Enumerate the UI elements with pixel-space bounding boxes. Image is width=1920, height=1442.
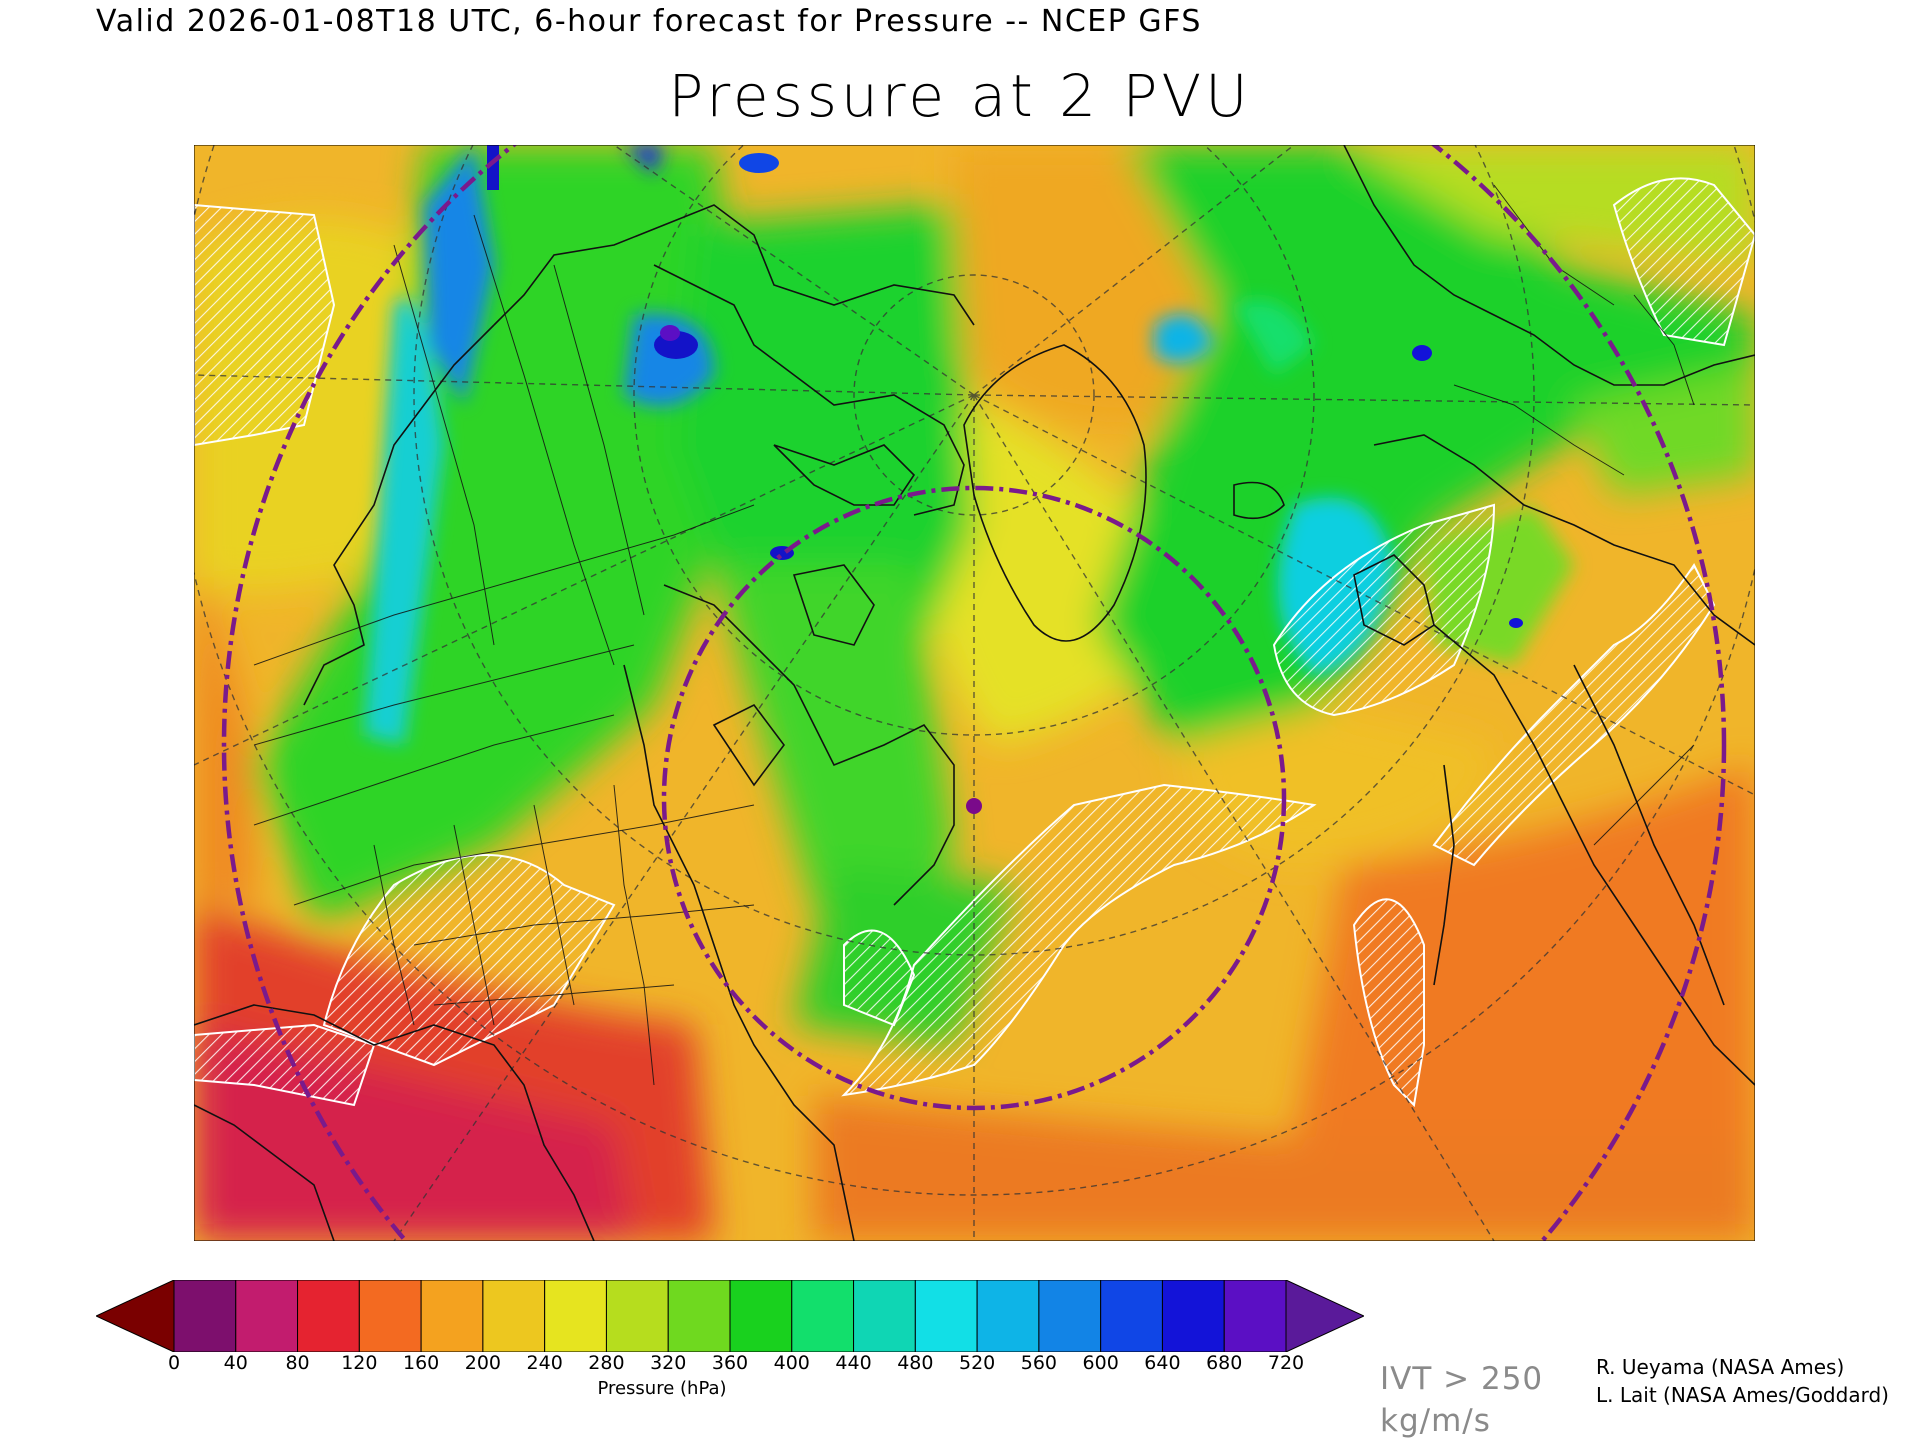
colorbar-tick-label: 440	[835, 1352, 872, 1374]
colorbar-tick-label: 360	[711, 1352, 749, 1374]
colorbar-tick-label: 720	[1267, 1352, 1305, 1374]
colorbar-bin	[297, 1280, 360, 1352]
credits: R. Ueyama (NASA Ames) L. Lait (NASA Ames…	[1596, 1353, 1889, 1409]
colorbar-tick-label: 280	[588, 1352, 625, 1374]
coastlines	[194, 145, 1755, 1241]
colorbar-tick-label: 160	[402, 1352, 440, 1374]
credit-lait: L. Lait (NASA Ames/Goddard)	[1596, 1383, 1889, 1407]
ivt-threshold: IVT > 250	[1380, 1361, 1544, 1397]
colorbar-tick-label: 120	[341, 1352, 378, 1374]
map-panel	[194, 145, 1755, 1241]
colorbar-tick-label: 0	[167, 1352, 181, 1374]
colorbar-tick-label: 560	[1020, 1352, 1058, 1374]
colorbar	[96, 1280, 1364, 1352]
map-marker	[966, 798, 982, 814]
colorbar-tick-label: 480	[897, 1352, 934, 1374]
colorbar-bin	[482, 1280, 546, 1352]
colorbar-tick-label: 400	[773, 1352, 810, 1374]
colorbar-bin	[173, 1280, 237, 1352]
political-boundaries	[253, 184, 1695, 1086]
colorbar-bin	[667, 1280, 731, 1352]
field-green-jet-east	[1094, 145, 1755, 745]
colorbar-bin	[544, 1280, 607, 1352]
colorbar-below-arrow	[96, 1280, 175, 1352]
purple-reference-circles	[221, 145, 1727, 1241]
colorbar-tick-label: 680	[1206, 1352, 1243, 1374]
colorbar-tick-label: 520	[958, 1352, 996, 1374]
colorbar-tick-label: 600	[1082, 1352, 1119, 1374]
colorbar-tick-label: 40	[223, 1352, 248, 1374]
colorbar-bin	[420, 1280, 484, 1352]
colorbar-tick-label: 80	[285, 1352, 310, 1374]
colorbar-bin	[1223, 1280, 1287, 1352]
graticule	[194, 145, 1755, 1241]
colorbar-label: Pressure (hPa)	[597, 1378, 727, 1399]
colorbar-tick-label: 640	[1144, 1352, 1181, 1374]
ivt-units: kg/m/s	[1380, 1403, 1491, 1439]
colorbar-tick-label: 240	[526, 1352, 563, 1374]
colorbar-bin	[791, 1280, 855, 1352]
colorbar-bin	[853, 1280, 916, 1352]
colorbar-bin	[729, 1280, 793, 1352]
ivt-hatching	[194, 177, 1755, 1108]
map-title: Pressure at 2 PVU	[668, 62, 1252, 130]
colorbar-bin	[605, 1280, 669, 1352]
colorbar-bin	[235, 1280, 299, 1352]
colorbar-bin	[976, 1280, 1040, 1352]
colorbar-tick-label: 320	[650, 1352, 687, 1374]
colorbar-bin	[358, 1280, 422, 1352]
colorbar-bin	[1100, 1280, 1163, 1352]
colorbar-tick-label: 200	[464, 1352, 502, 1374]
credit-ueyama: R. Ueyama (NASA Ames)	[1596, 1355, 1845, 1379]
ivt-legend: IVT > 250 kg/m/s	[1380, 1358, 1560, 1442]
colorbar-bin	[1161, 1280, 1225, 1352]
colorbar-above-arrow	[1285, 1280, 1364, 1352]
valid-time-header: Valid 2026-01-08T18 UTC, 6-hour forecast…	[96, 4, 1202, 39]
colorbar-bin	[1038, 1280, 1102, 1352]
colorbar-bin	[914, 1280, 978, 1352]
